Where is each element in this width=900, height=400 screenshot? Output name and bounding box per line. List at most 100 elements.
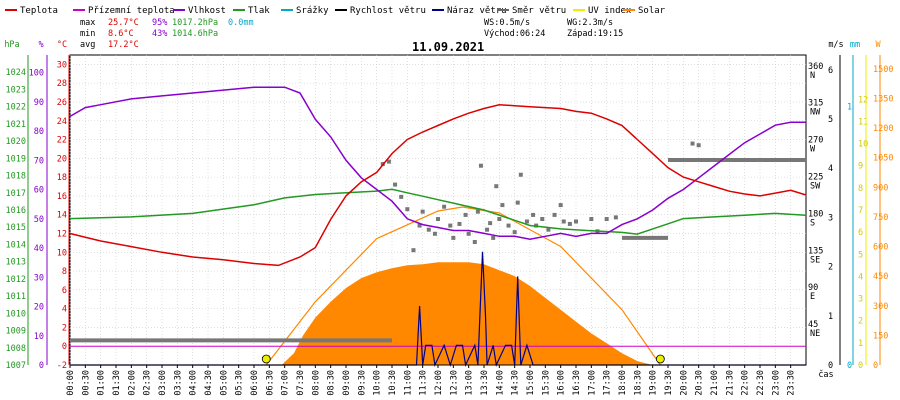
celsius-tick-label: 10 <box>57 248 67 258</box>
wind-direction-point <box>411 248 416 253</box>
chart-date: 11.09.2021 <box>412 40 484 54</box>
min-label: min <box>80 29 95 39</box>
humidity-tick-label: 20 <box>34 303 44 313</box>
sunset-time: Západ:19:15 <box>567 29 623 39</box>
legend-label: Vlhkost <box>188 6 226 16</box>
humidity-tick-label: 60 <box>34 186 44 196</box>
x-tick-label: 04:00 <box>189 370 199 396</box>
celsius-tick-label: 26 <box>57 98 67 108</box>
legend-label: Solar <box>638 6 666 16</box>
direction-tick-label: 180 <box>808 209 823 219</box>
wind-direction-point <box>457 221 462 226</box>
solar-tick-label: 600 <box>873 243 888 253</box>
solar-tick-label: 0 <box>873 361 878 371</box>
wind-direction-point <box>426 227 431 232</box>
celsius-tick-label: 0 <box>62 342 67 352</box>
x-tick-label: 09:00 <box>342 370 352 396</box>
legend-label: Teplota <box>20 6 58 16</box>
humidity-tick-label: 50 <box>34 215 44 225</box>
wind-direction-point <box>512 230 517 235</box>
celsius-tick-label: 30 <box>57 60 67 70</box>
solar-tick-label: 150 <box>873 331 888 341</box>
legend-label: Tlak <box>248 6 270 16</box>
celsius-unit: °C <box>57 40 67 50</box>
wind-direction-point <box>558 203 563 208</box>
x-tick-label: 06:30 <box>265 370 275 396</box>
x-tick-label: 11:00 <box>403 370 413 396</box>
sun-marker <box>655 354 665 364</box>
wind-direction-point <box>494 184 499 189</box>
wind-direction-point <box>546 227 551 232</box>
max-humidity: 95% <box>152 18 167 28</box>
solar-tick-label: 1350 <box>873 94 893 104</box>
max-pressure: 1017.2hPa <box>172 18 218 28</box>
wind-direction-point <box>393 182 398 187</box>
direction-tick-compass: E <box>810 292 815 302</box>
wind-direction-point <box>463 212 468 217</box>
direction-tick-compass: SE <box>810 255 820 265</box>
wind-direction-point <box>488 221 493 226</box>
pressure-line <box>69 188 807 235</box>
max-temp: 25.7°C <box>108 18 139 28</box>
x-tick-label: 18:00 <box>618 370 628 396</box>
direction-tick-label: 90 <box>808 283 818 293</box>
x-tick-label: 16:30 <box>572 370 582 396</box>
wind-direction-point <box>405 207 410 212</box>
wind-speed-tick-label: 5 <box>828 115 833 125</box>
max-label: max <box>80 18 95 28</box>
wind-direction-point <box>472 239 477 244</box>
uv-tick-label: 3 <box>858 295 863 305</box>
pressure-tick-label: 1011 <box>6 292 26 302</box>
x-tick-label: 23:00 <box>771 370 781 396</box>
direction-tick-label: 315 <box>808 99 823 109</box>
legend-label: Rychlost větru <box>350 6 426 16</box>
pressure-tick-label: 1014 <box>6 240 26 250</box>
celsius-tick-label: 4 <box>62 305 67 315</box>
solar-tick-label: 300 <box>873 302 888 312</box>
wind-direction-point <box>690 141 695 146</box>
wind-direction-point <box>451 235 456 240</box>
x-tick-label: 14:30 <box>511 370 521 396</box>
pressure-tick-label: 1015 <box>6 223 26 233</box>
uv-tick-label: 8 <box>858 184 863 194</box>
rain-unit: mm <box>850 40 860 50</box>
wind-direction-point <box>518 172 523 177</box>
pressure-tick-label: 1018 <box>6 172 26 182</box>
wind-direction-point <box>500 203 505 208</box>
min-pressure: 1014.6hPa <box>172 29 218 39</box>
legend-label: UV index <box>588 6 632 16</box>
x-tick-label: 22:00 <box>741 370 751 396</box>
uv-tick-label: 10 <box>858 140 868 150</box>
legend-label: Náraz větru <box>447 6 507 16</box>
solar-tick-label: 1050 <box>873 154 893 164</box>
x-axis-unit: čas <box>818 369 833 380</box>
humidity-unit: % <box>38 40 43 50</box>
x-tick-label: 16:00 <box>557 370 567 396</box>
wind-direction-point <box>497 217 502 222</box>
wind-direction-point <box>524 219 529 224</box>
wind-speed-unit: m/s <box>828 40 843 50</box>
summary-stats: max 25.7°C 95% 1017.2hPa 0.0mm min 8.6°C… <box>80 18 623 50</box>
min-temp: 8.6°C <box>108 29 134 39</box>
x-tick-label: 15:30 <box>541 370 551 396</box>
uv-tick-label: 2 <box>858 317 863 327</box>
x-tick-label: 21:30 <box>725 370 735 396</box>
x-tick-label: 12:00 <box>434 370 444 396</box>
x-tick-label: 10:00 <box>373 370 383 396</box>
rain-total: 0.0mm <box>228 18 254 28</box>
pressure-tick-label: 1023 <box>6 85 26 95</box>
uv-tick-label: 9 <box>858 162 863 172</box>
sunrise-time: Východ:06:24 <box>484 29 545 39</box>
pressure-unit: hPa <box>4 40 19 50</box>
wind-direction-point <box>506 223 511 228</box>
celsius-tick-label: 22 <box>57 136 67 146</box>
x-tick-label: 19:30 <box>664 370 674 396</box>
pressure-tick-label: 1024 <box>6 68 26 78</box>
wind-direction-point <box>386 159 391 164</box>
avg-label: avg <box>80 40 95 50</box>
x-tick-label: 06:00 <box>250 370 260 396</box>
plot-area <box>69 86 807 368</box>
humidity-tick-label: 80 <box>34 127 44 137</box>
wind-direction-point <box>485 227 490 232</box>
solar-tick-label: 1200 <box>873 124 893 134</box>
